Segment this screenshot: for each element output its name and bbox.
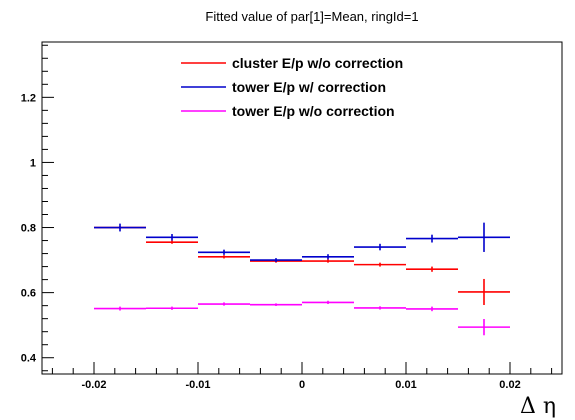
y-tick-label: 0.8 <box>21 223 36 235</box>
data-point <box>198 255 250 259</box>
data-point <box>354 243 406 251</box>
legend-entry: tower E/p w/o correction <box>181 103 395 119</box>
data-point <box>354 306 406 310</box>
x-tick-label: 0.02 <box>499 379 520 391</box>
data-point <box>250 258 302 263</box>
x-tick-label: 0 <box>299 379 305 391</box>
data-point <box>406 234 458 243</box>
data-point <box>302 254 354 260</box>
series-2 <box>94 222 510 263</box>
data-point <box>94 306 146 311</box>
x-axis-label: Δ η <box>520 394 556 419</box>
legend-entry: cluster E/p w/o correction <box>181 55 403 71</box>
data-point <box>94 223 146 232</box>
data-point <box>198 302 250 306</box>
data-point <box>302 300 354 305</box>
chart-title: Fitted value of par[1]=Mean, ringId=1 <box>205 9 418 24</box>
data-point <box>146 240 198 244</box>
data-point <box>458 318 510 336</box>
legend-label: tower E/p w/ correction <box>232 79 386 95</box>
data-point <box>354 262 406 267</box>
legend-label: cluster E/p w/o correction <box>232 55 403 71</box>
series-3 <box>94 300 510 336</box>
y-tick-label: 0.6 <box>21 288 36 300</box>
x-tick-label: -0.02 <box>81 379 106 391</box>
data-point <box>302 259 354 263</box>
y-tick-label: 1 <box>30 157 36 169</box>
y-tick-label: 0.4 <box>21 353 37 365</box>
y-tick-label: 1.2 <box>21 92 36 104</box>
data-series <box>94 222 510 336</box>
data-point <box>198 249 250 255</box>
x-tick-label: 0.01 <box>395 379 416 391</box>
legend-entry: tower E/p w/ correction <box>181 79 386 95</box>
x-tick-label: -0.01 <box>185 379 210 391</box>
data-point <box>250 303 302 306</box>
data-point <box>406 306 458 312</box>
legend: cluster E/p w/o correction tower E/p w/ c… <box>181 55 403 119</box>
data-point <box>146 306 198 310</box>
legend-label: tower E/p w/o correction <box>232 103 395 119</box>
data-point <box>458 222 510 252</box>
data-point <box>406 266 458 272</box>
axes: 0.4 0.6 0.8 1 1.2 -0.02 -0.01 0 0.01 0.02 <box>21 44 553 391</box>
data-point <box>146 234 198 241</box>
data-point <box>458 278 510 305</box>
